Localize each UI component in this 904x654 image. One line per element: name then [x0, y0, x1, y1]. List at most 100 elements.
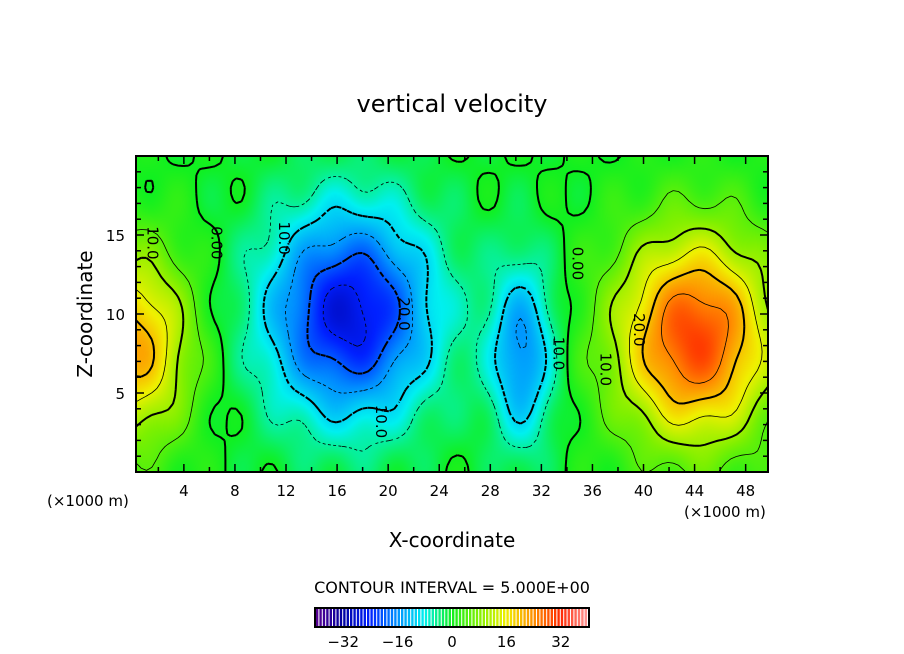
axis-ticks: [136, 156, 768, 472]
colorbar-swatch: [472, 608, 475, 627]
colorbar-swatch: [506, 608, 509, 627]
colorbar-swatch: [356, 608, 360, 627]
colorbar-tick-label: 16: [497, 633, 516, 651]
colorbar-swatch: [346, 608, 349, 627]
x-tick-label: 48: [736, 482, 755, 500]
colorbar-swatch: [482, 608, 485, 627]
contour-level--10: [262, 205, 548, 425]
colorbar-swatch: [486, 608, 489, 627]
colorbar-swatch: [431, 608, 434, 627]
colorbar-swatch: [465, 608, 468, 627]
contour-label: 10.0: [275, 221, 293, 254]
colorbar-swatch: [367, 608, 370, 627]
colorbar-swatch: [326, 608, 329, 627]
contour-label: 10.0: [372, 405, 390, 438]
colorbar-swatch: [584, 608, 587, 627]
contour-level--15: [285, 232, 527, 394]
colorbar-swatch: [479, 608, 482, 627]
colorbar-swatch: [438, 608, 441, 627]
colorbar-tick-label: 32: [551, 633, 570, 651]
contour-lines: [135, 155, 769, 473]
colorbar-tick-labels: −32 −16 0 16 32: [327, 633, 570, 651]
x-tick-label: 12: [276, 482, 295, 500]
colorbar-swatch: [441, 608, 445, 627]
colorbar-swatch: [550, 608, 553, 627]
colorbar-swatch: [452, 608, 455, 627]
chart-title: vertical velocity: [357, 90, 548, 118]
colorbar-swatch: [333, 608, 336, 627]
contour-level--20: [306, 252, 401, 375]
y-tick-label: 10: [106, 306, 125, 324]
colorbar-swatch: [418, 608, 421, 627]
x-unit-right: (×1000 m): [684, 503, 766, 521]
colorbar-swatch: [316, 608, 319, 627]
contour-level-25: [661, 293, 729, 384]
colorbar-swatch: [380, 608, 383, 627]
contour-label: 10.0: [143, 226, 161, 259]
y-axis-label: Z-coordinate: [73, 250, 97, 377]
contour-label: 0.00: [569, 247, 587, 280]
contour-label: 0.00: [207, 226, 225, 259]
colorbar-swatch: [373, 608, 377, 627]
colorbar-swatch: [574, 608, 577, 627]
colorbar-tick-label: −32: [327, 633, 359, 651]
colorbar-swatch: [469, 608, 472, 627]
colorbar-swatch: [339, 608, 343, 627]
colorbar-swatch: [411, 608, 414, 627]
x-tick-label: 36: [583, 482, 602, 500]
colorbar-swatch: [384, 608, 387, 627]
contour-level--25: [322, 284, 367, 347]
colorbar-swatch: [567, 608, 570, 627]
y-tick-label: 15: [106, 227, 125, 245]
contour-labels: 10.0 0.00 10.0 20.0 10.0 10.0 0.00 10.0 20.0: [143, 221, 647, 438]
contour-label: 10.0: [597, 353, 615, 386]
colorbar-swatch: [421, 608, 424, 627]
colorbar-swatch: [496, 608, 499, 627]
colorbar-swatch: [319, 608, 322, 627]
colorbar-swatch: [564, 608, 567, 627]
colorbar-swatch: [428, 608, 431, 627]
contour-interval-text: CONTOUR INTERVAL = 5.000E+00: [314, 578, 590, 597]
colorbar-frame: [314, 607, 590, 628]
colorbar-swatch: [499, 608, 502, 627]
colorbar-swatch: [540, 608, 543, 627]
colorbar-swatch: [329, 608, 332, 627]
colorbar-swatch: [503, 608, 506, 627]
colorbar-swatch: [445, 608, 448, 627]
x-tick-label: 24: [430, 482, 449, 500]
colorbar-swatch: [350, 608, 353, 627]
colorbar-swatch: [475, 608, 479, 627]
colorbar-swatch: [581, 608, 584, 627]
contour-label: 10.0: [549, 337, 567, 370]
colorbar-swatch: [435, 608, 438, 627]
colorbar-swatch: [489, 608, 492, 627]
colorbar-swatch: [387, 608, 390, 627]
colorbar-swatch: [336, 608, 339, 627]
colorbar: [314, 607, 590, 628]
colorbar-tick-label: 0: [447, 633, 457, 651]
colorbar-swatch: [377, 608, 380, 627]
colorbar-swatch: [401, 608, 404, 627]
colorbar-swatch: [492, 608, 496, 627]
colorbar-swatch: [560, 608, 564, 627]
colorbar-swatch: [516, 608, 519, 627]
contour-label: 20.0: [395, 297, 413, 330]
colorbar-swatch: [462, 608, 465, 627]
colorbar-swatch: [530, 608, 533, 627]
contour-level-10: [135, 227, 769, 447]
contour-level-0: [144, 155, 622, 473]
colorbar-swatch: [390, 608, 394, 627]
contour-level-20: [135, 268, 746, 405]
colorbar-swatch: [509, 608, 513, 627]
colorbar-swatch: [547, 608, 550, 627]
contour-level-5: [135, 190, 769, 473]
x-tick-label: 16: [328, 482, 347, 500]
colorbar-tick-label: −16: [382, 633, 414, 651]
colorbar-swatch: [370, 608, 373, 627]
colorbar-swatch: [577, 608, 581, 627]
x-axis-label: X-coordinate: [389, 528, 516, 552]
colorbar-swatch: [523, 608, 526, 627]
contour-level-15: [135, 246, 763, 426]
